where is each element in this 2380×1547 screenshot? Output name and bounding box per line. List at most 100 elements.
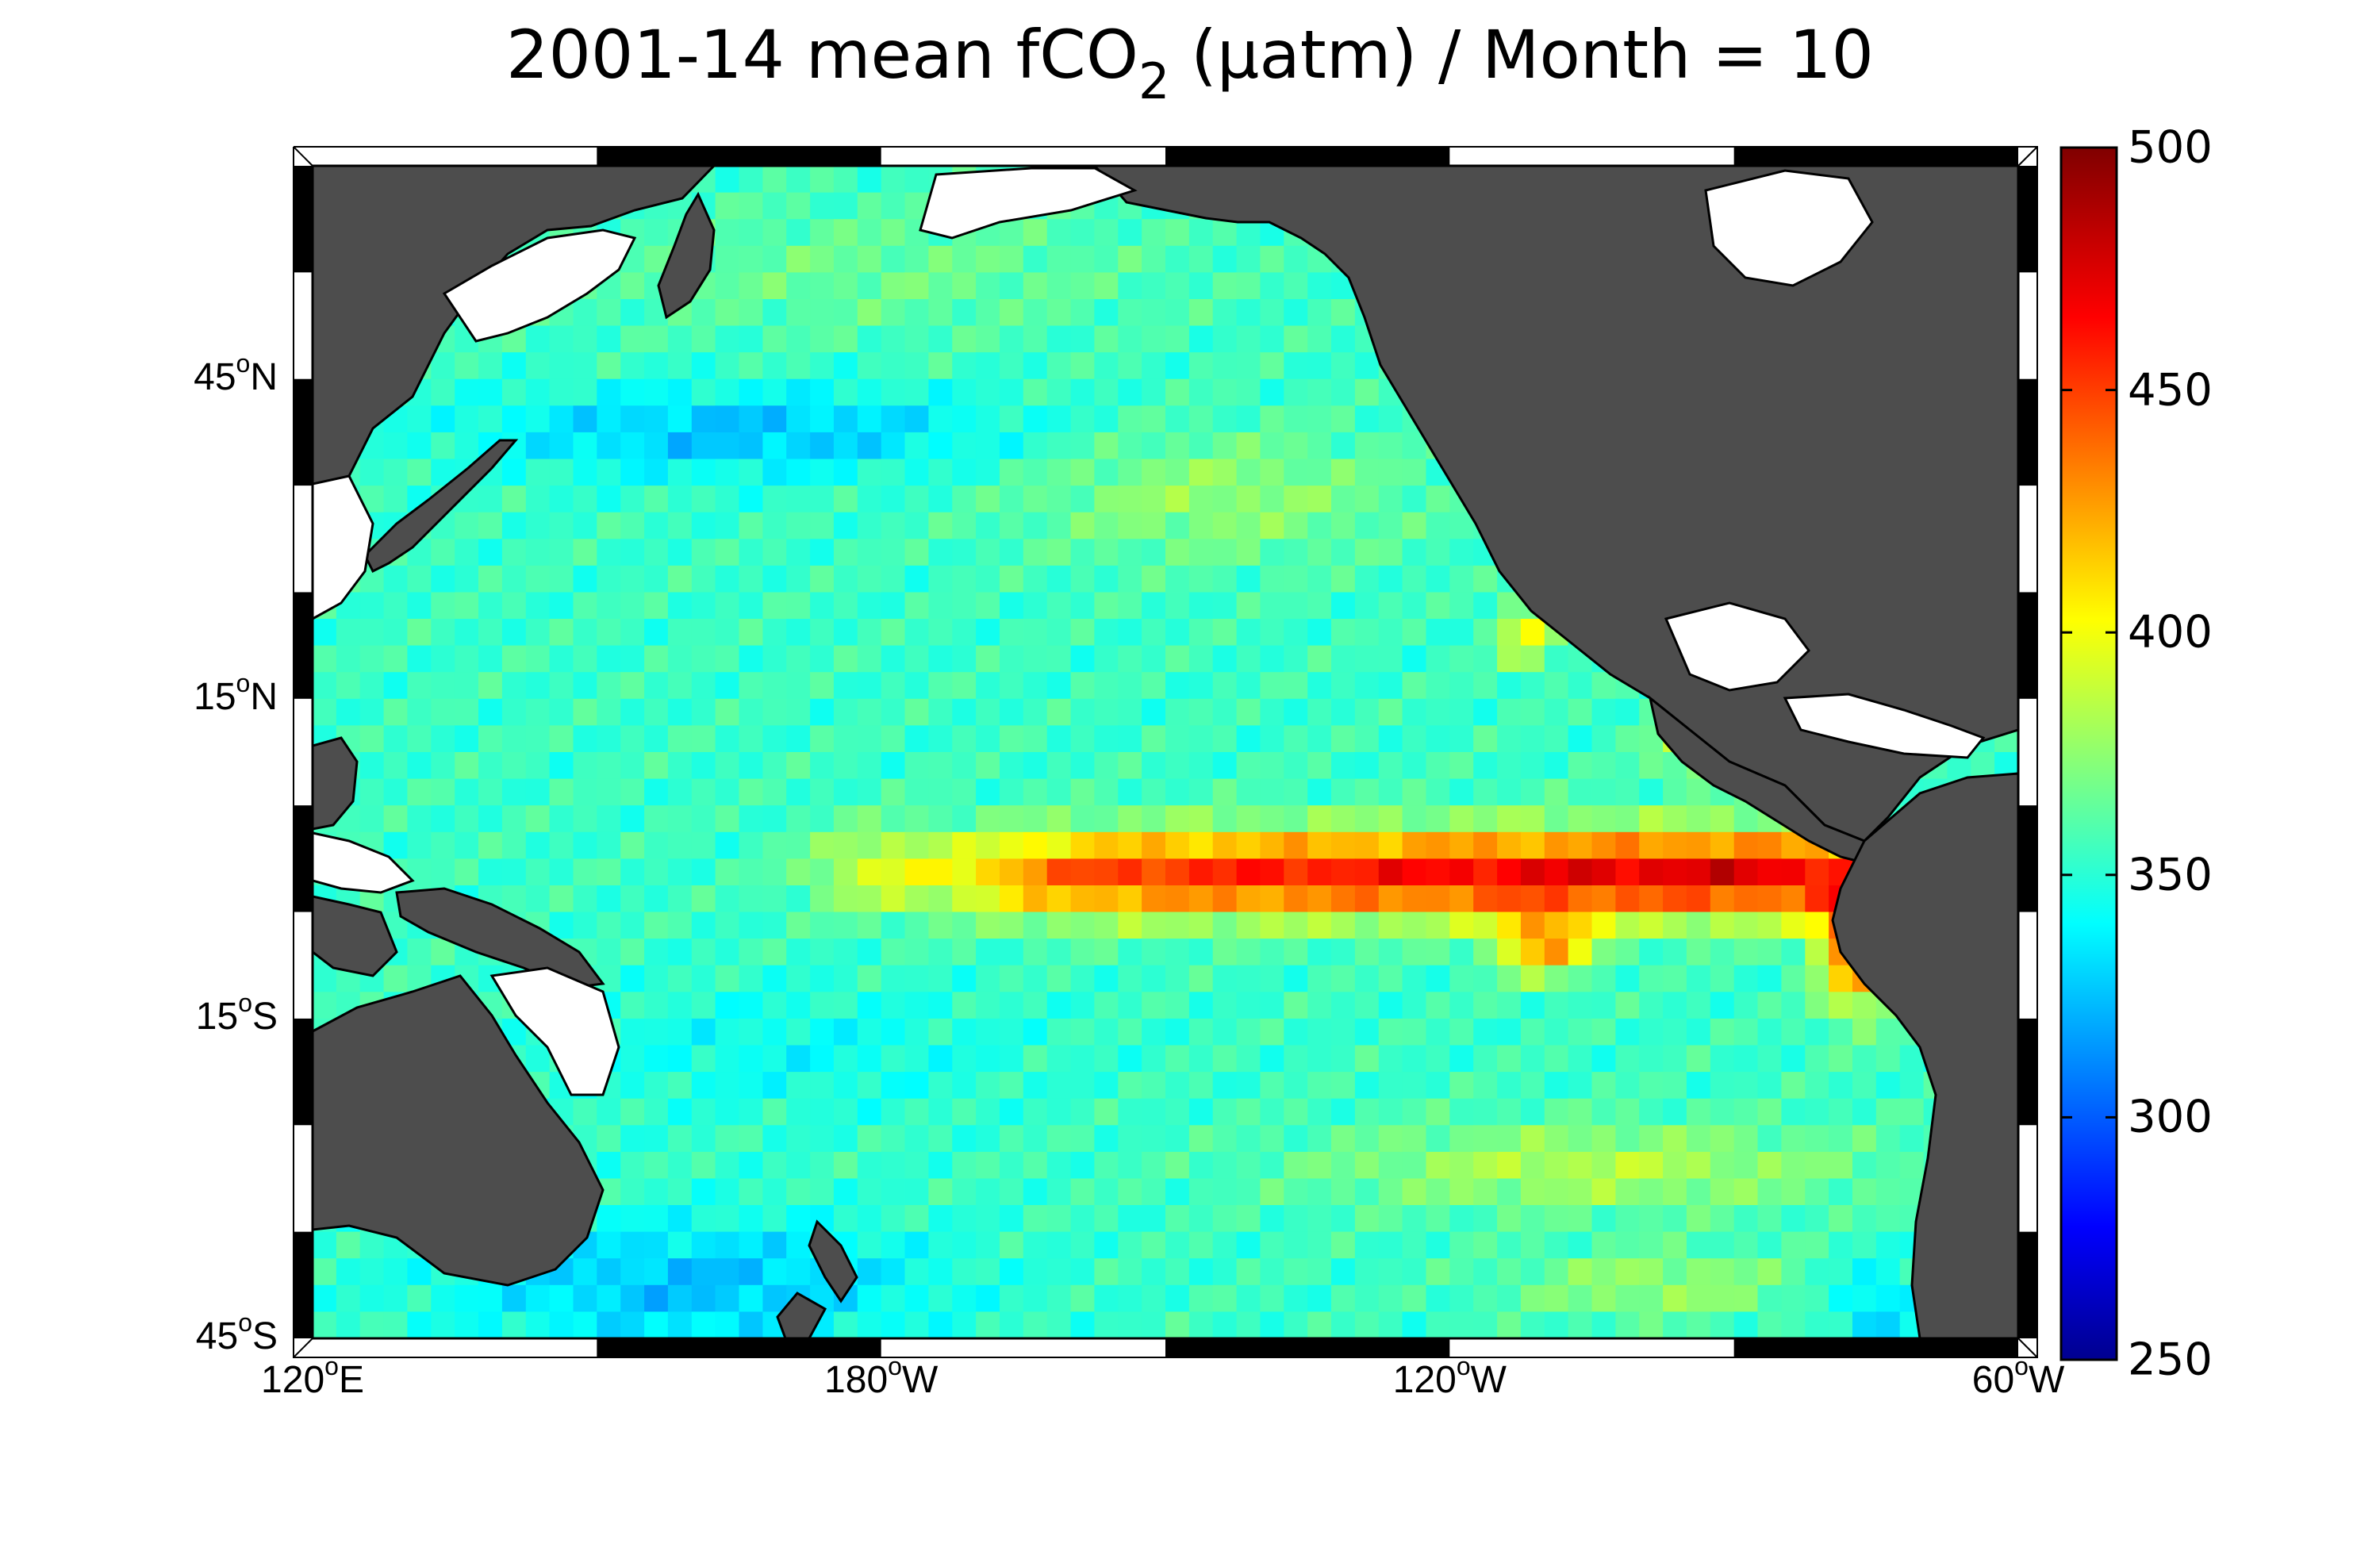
field-cell — [786, 885, 811, 913]
field-cell — [1710, 885, 1735, 913]
field-cell — [1568, 1072, 1593, 1100]
map-frame — [293, 146, 2038, 1358]
field-cell — [1260, 992, 1285, 1019]
field-cell — [597, 831, 621, 860]
field-cell — [1331, 725, 1356, 753]
field-cell — [1426, 698, 1451, 727]
field-cell — [1852, 1045, 1877, 1073]
field-cell — [904, 272, 930, 300]
field-cell — [1236, 831, 1261, 860]
field-cell — [1568, 1284, 1593, 1313]
field-cell — [1402, 645, 1427, 673]
field-cell — [644, 645, 669, 673]
field-cell — [1757, 992, 1783, 1019]
field-cell — [928, 992, 954, 1019]
field-cell — [1639, 1018, 1664, 1046]
field-cell — [1639, 1125, 1664, 1153]
field-cell — [1284, 698, 1308, 727]
field-cell — [1236, 1072, 1261, 1100]
field-cell — [786, 858, 811, 886]
field-cell — [1165, 378, 1190, 407]
field-cell — [1188, 245, 1214, 274]
field-cell — [573, 1098, 598, 1127]
field-cell — [1733, 965, 1759, 993]
field-cell — [1473, 1231, 1498, 1259]
field-cell — [1757, 885, 1783, 913]
field-cell — [667, 831, 693, 860]
field-cell — [976, 858, 1000, 886]
field-cell — [786, 325, 811, 353]
field-cell — [1354, 1098, 1380, 1127]
field-cell — [1663, 858, 1687, 886]
field-cell — [573, 486, 598, 513]
field-cell — [1473, 912, 1498, 939]
field-cell — [857, 992, 882, 1019]
field-cell — [1188, 565, 1214, 593]
field-cell — [644, 992, 669, 1019]
field-cell — [313, 672, 337, 700]
field-cell — [1757, 1178, 1783, 1206]
field-cell — [1426, 1151, 1451, 1180]
field-cell — [715, 539, 740, 566]
field-cell — [1307, 778, 1332, 806]
field-cell — [1070, 1258, 1096, 1286]
field-cell — [1023, 645, 1048, 673]
field-cell — [1118, 512, 1142, 540]
field-cell — [762, 405, 788, 433]
field-cell — [1284, 299, 1308, 327]
field-cell — [1544, 885, 1569, 913]
field-cell — [667, 1258, 693, 1286]
field-cell — [1426, 752, 1451, 780]
field-cell — [1070, 912, 1096, 939]
field-cell — [336, 698, 361, 727]
field-cell — [1473, 1178, 1498, 1206]
field-cell — [762, 512, 788, 540]
field-cell — [1354, 778, 1380, 806]
field-cell — [1591, 939, 1617, 966]
field-cell — [644, 858, 669, 886]
field-cell — [620, 1125, 645, 1153]
field-cell — [1354, 1045, 1380, 1073]
field-cell — [478, 565, 503, 593]
field-cell — [1165, 1151, 1190, 1180]
field-cell — [597, 539, 621, 566]
field-cell — [1212, 992, 1238, 1019]
field-cell — [1402, 1178, 1427, 1206]
field-cell — [1118, 1151, 1142, 1180]
field-cell — [1591, 1045, 1617, 1073]
field-cell — [1070, 512, 1096, 540]
field-cell — [1307, 1098, 1332, 1127]
field-cell — [1757, 1018, 1783, 1046]
field-cell — [667, 512, 693, 540]
field-cell — [762, 912, 788, 939]
field-cell — [597, 512, 621, 540]
field-cell — [976, 512, 1000, 540]
field-cell — [691, 592, 716, 620]
field-cell — [597, 299, 621, 327]
field-cell — [549, 805, 574, 833]
field-cell — [1307, 1045, 1332, 1073]
field-cell — [1781, 1018, 1806, 1046]
field-cell — [857, 272, 882, 300]
field-cell — [952, 1284, 977, 1313]
land-south-america — [1831, 772, 2018, 1338]
field-cell — [667, 592, 693, 620]
field-cell — [739, 1045, 764, 1073]
field-cell — [1260, 752, 1285, 780]
field-cell — [1426, 565, 1451, 593]
field-cell — [1639, 1311, 1664, 1338]
field-cell — [1663, 1178, 1687, 1206]
field-cell — [1331, 752, 1356, 780]
field-cell — [455, 725, 479, 753]
field-cell — [667, 672, 693, 700]
field-cell — [1188, 1072, 1214, 1100]
field-cell — [431, 698, 455, 727]
field-cell — [1733, 992, 1759, 1019]
field-cell — [904, 1018, 930, 1046]
field-cell — [1805, 939, 1829, 966]
field-cell — [1733, 1151, 1759, 1180]
field-cell — [833, 378, 858, 407]
field-cell — [1046, 245, 1072, 274]
field-cell — [1615, 752, 1641, 780]
field-cell — [762, 992, 788, 1019]
